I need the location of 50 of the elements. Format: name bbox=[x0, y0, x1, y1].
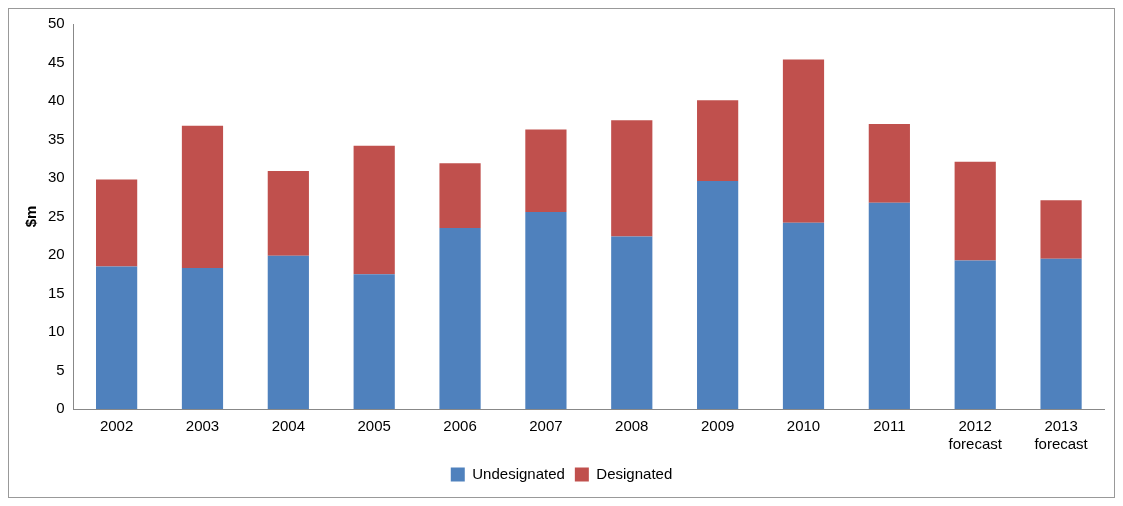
y-tick-label: 45 bbox=[48, 52, 65, 70]
bar bbox=[611, 120, 653, 237]
bar bbox=[525, 129, 567, 212]
bar bbox=[954, 161, 996, 261]
x-tick-label: 2003 bbox=[185, 417, 220, 435]
x-tick-label: 2009 bbox=[700, 417, 735, 435]
x-tick-label: 2012 forecast bbox=[948, 417, 1003, 453]
y-tick-label: 35 bbox=[48, 129, 65, 147]
x-tick-label: 2011 bbox=[873, 417, 906, 435]
x-tick-label: 2006 bbox=[443, 417, 477, 435]
legend-label: Designated bbox=[596, 464, 673, 482]
y-tick-label: 30 bbox=[48, 168, 65, 186]
y-tick-label: 40 bbox=[48, 91, 65, 109]
y-tick-label: 50 bbox=[48, 14, 65, 32]
x-tick-label: 2005 bbox=[357, 417, 391, 435]
bar bbox=[1040, 258, 1082, 409]
bar bbox=[267, 171, 309, 256]
bar bbox=[353, 274, 395, 409]
bar bbox=[525, 211, 567, 409]
bar bbox=[267, 255, 309, 409]
bar bbox=[697, 100, 739, 182]
bar bbox=[1040, 200, 1082, 259]
bar bbox=[782, 222, 825, 409]
bar bbox=[96, 266, 138, 409]
bar bbox=[439, 228, 481, 409]
x-tick-label: 2008 bbox=[615, 417, 649, 435]
bar bbox=[439, 163, 481, 229]
y-tick-label: 10 bbox=[48, 322, 65, 340]
bar bbox=[782, 59, 825, 223]
legend-label: Undesignated bbox=[472, 464, 565, 482]
y-tick-label: 0 bbox=[56, 399, 65, 417]
x-tick-label: 2004 bbox=[271, 417, 306, 435]
bar bbox=[868, 124, 910, 203]
bar bbox=[181, 125, 224, 269]
y-tick-label: 20 bbox=[48, 245, 65, 263]
y-tick-label: 25 bbox=[48, 206, 65, 224]
bar bbox=[868, 202, 910, 409]
bar bbox=[181, 268, 224, 409]
x-tick-label: 2010 bbox=[786, 417, 821, 435]
x-tick-label: 2007 bbox=[529, 417, 563, 435]
bar bbox=[353, 145, 395, 275]
bar bbox=[611, 236, 653, 409]
bar bbox=[954, 260, 996, 409]
y-axis-title: $m bbox=[22, 205, 40, 228]
bar bbox=[96, 179, 138, 267]
bar bbox=[697, 181, 739, 409]
x-tick-label: 2002 bbox=[99, 417, 134, 435]
y-tick-label: 15 bbox=[48, 283, 65, 301]
y-tick-label: 5 bbox=[56, 360, 65, 378]
x-tick-label: 2013 forecast bbox=[1034, 417, 1089, 453]
